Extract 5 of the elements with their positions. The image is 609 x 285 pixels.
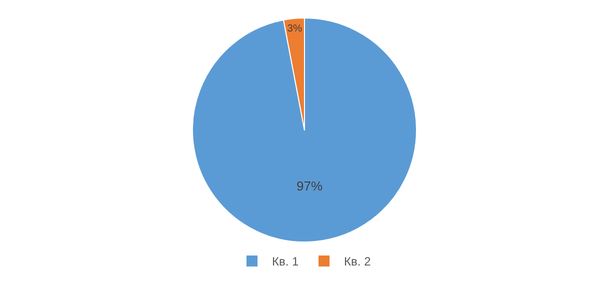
pie-slice <box>192 18 417 242</box>
data-label: 97% <box>296 178 323 194</box>
legend-label: Кв. 2 <box>344 254 372 269</box>
legend-label: Кв. 1 <box>272 254 300 269</box>
data-label: 3% <box>287 24 302 35</box>
